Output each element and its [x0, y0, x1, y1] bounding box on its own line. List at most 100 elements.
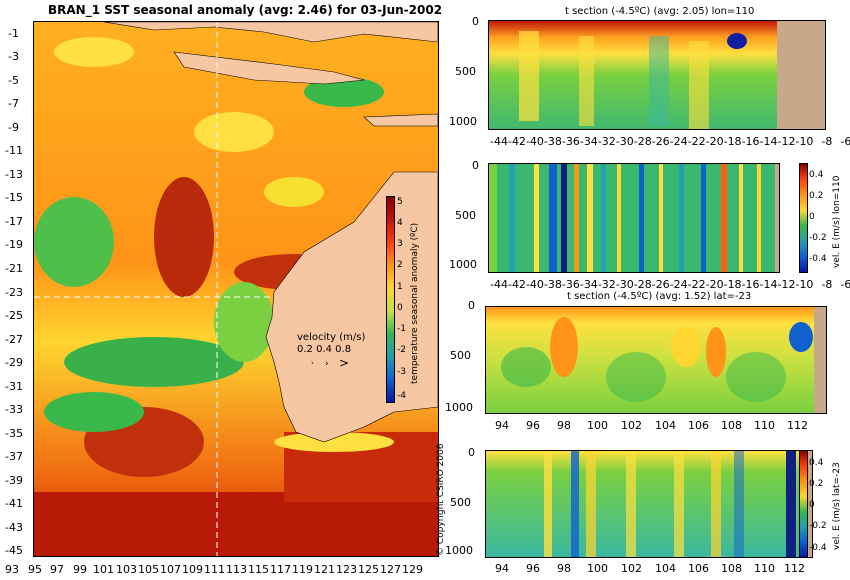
velocity-colorbar-lon [799, 163, 808, 273]
map-y-tick: -7 [8, 97, 19, 110]
panel2-y-tick: 0 [472, 159, 479, 172]
panel2-x-tick: -26 [651, 278, 670, 291]
colorbar-tick: 0 [397, 303, 403, 313]
map-y-tick: -3 [8, 50, 19, 63]
panel3-x-tick: 104 [655, 419, 676, 432]
panel2-x-tick: -36 [561, 278, 580, 291]
sst-anomaly-map[interactable] [33, 21, 439, 557]
panel2-x-tick: -28 [633, 278, 652, 291]
lon-velocity-section[interactable] [488, 163, 780, 273]
colorbar-tick: 4 [397, 218, 403, 228]
map-y-tick: -1 [8, 27, 19, 40]
panel3-x-tick: 102 [621, 419, 642, 432]
panel1-x-tick: -24 [669, 135, 688, 148]
panel4-x-tick: 104 [655, 562, 676, 575]
panel4-y-tick: 1000 [445, 544, 473, 557]
panel1-x-tick: -12 [777, 135, 796, 148]
map-x-tick: 119 [292, 563, 313, 576]
panel2-x-tick: -20 [705, 278, 724, 291]
panel3-x-tick: 108 [721, 419, 742, 432]
lat-velocity-section[interactable] [485, 450, 813, 558]
panel2-graphic [489, 164, 779, 272]
panel1-x-tick: -8 [821, 135, 833, 148]
panel4-graphic [486, 451, 812, 557]
map-y-tick: -9 [8, 121, 19, 134]
panel1-x-tick: -38 [543, 135, 562, 148]
colorbar-tick: -0.2 [809, 521, 827, 531]
temperature-colorbar [386, 196, 395, 403]
map-y-tick: -29 [5, 356, 23, 369]
colorbar-tick: -1 [397, 324, 406, 334]
colorbar-tick: -2 [397, 345, 406, 355]
map-x-tick: 123 [336, 563, 357, 576]
panel4-x-tick: 110 [754, 562, 775, 575]
sst-map-graphic [34, 22, 438, 556]
panel2-x-tick: -14 [759, 278, 778, 291]
panel4-x-tick: 98 [557, 562, 571, 575]
panel4-x-tick: 106 [688, 562, 709, 575]
panel1-x-tick: -22 [687, 135, 706, 148]
panel1-x-tick: -26 [651, 135, 670, 148]
panel1-x-tick: -14 [759, 135, 778, 148]
map-y-tick: -43 [5, 521, 23, 534]
panel4-y-tick: 500 [450, 496, 471, 509]
panel3-x-tick: 98 [557, 419, 571, 432]
map-y-tick: -17 [5, 215, 23, 228]
panel2-y-tick: 500 [455, 209, 476, 222]
lon-temperature-section[interactable] [488, 20, 826, 130]
svg-text:>: > [339, 356, 349, 369]
map-x-tick: 129 [402, 563, 423, 576]
colorbar-tick: -3 [397, 367, 406, 377]
colorbar-tick: 0.4 [809, 458, 824, 468]
panel2-x-tick: -40 [525, 278, 544, 291]
panel2-x-tick: -24 [669, 278, 688, 291]
map-y-tick: -45 [5, 544, 23, 557]
map-y-tick: -5 [8, 74, 19, 87]
panel2-x-tick: -22 [687, 278, 706, 291]
panel3-x-tick: 94 [495, 419, 509, 432]
map-x-tick: 107 [160, 563, 181, 576]
panel4-x-tick: 108 [721, 562, 742, 575]
panel2-x-axis: -44-42-40-38-36-34-32-30-28-26-24-22-20-… [490, 278, 850, 291]
map-x-tick: 113 [226, 563, 247, 576]
colorbar-tick: -0.4 [809, 543, 827, 553]
panel1-y-tick: 500 [455, 65, 476, 78]
panel1-x-tick: -20 [705, 135, 724, 148]
colorbar-tick: 0.4 [809, 170, 824, 180]
map-x-tick: 99 [73, 563, 87, 576]
panel3-y-tick: 0 [468, 299, 475, 312]
svg-text:›: › [325, 359, 329, 369]
lat-temperature-section[interactable] [485, 306, 827, 414]
map-y-tick: -39 [5, 474, 23, 487]
panel3-graphic [486, 307, 826, 413]
panel1-graphic [489, 21, 825, 129]
panel2-colorbar-label: vel. E (m/s) lon=110 [832, 175, 842, 268]
map-y-tick: -41 [5, 497, 23, 510]
colorbar-tick: -0.2 [809, 233, 827, 243]
colorbar-tick: 1 [397, 282, 403, 292]
map-y-tick: -23 [5, 286, 23, 299]
map-x-tick: 125 [358, 563, 379, 576]
panel4-x-tick: 102 [621, 562, 642, 575]
map-x-tick: 109 [182, 563, 203, 576]
colorbar-tick: 5 [397, 197, 403, 207]
panel2-x-tick: -32 [597, 278, 616, 291]
temperature-colorbar-label: temperature seasonal anomaly (ºC) [410, 222, 420, 384]
panel2-x-tick: -12 [777, 278, 796, 291]
colorbar-tick: 2 [397, 260, 403, 270]
panel1-x-tick: -36 [561, 135, 580, 148]
panel3-x-tick: 96 [526, 419, 540, 432]
panel3-y-tick: 500 [450, 349, 471, 362]
map-y-tick: -27 [5, 333, 23, 346]
map-y-tick: -19 [5, 238, 23, 251]
panel1-x-tick: -16 [741, 135, 760, 148]
panel4-x-tick: 96 [526, 562, 540, 575]
map-x-tick: 93 [5, 563, 19, 576]
map-x-tick: 117 [270, 563, 291, 576]
panel1-x-tick: -42 [507, 135, 526, 148]
map-y-tick: -15 [5, 191, 23, 204]
velocity-arrows: › › > [305, 355, 365, 372]
map-y-tick: -25 [5, 309, 23, 322]
colorbar-tick: 0.2 [809, 479, 824, 489]
copyright-text: © Copyright CSIRO 2006 [436, 443, 446, 556]
